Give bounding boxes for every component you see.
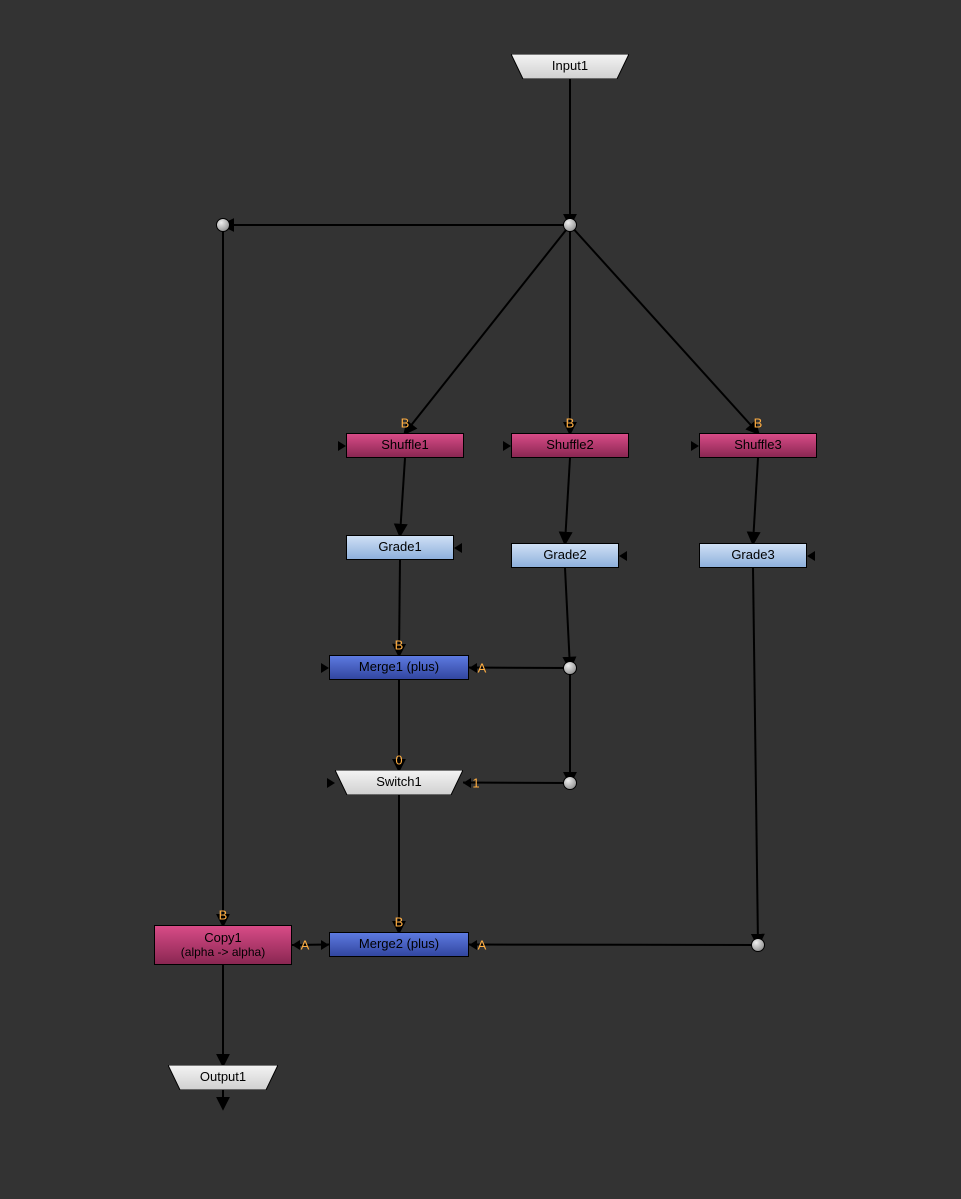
node-label: Grade2 [543,548,586,563]
edge [753,458,758,543]
node-grade1[interactable]: Grade1 [346,535,454,560]
node-shuffle1[interactable]: Shuffle1 [346,433,464,458]
node-output1[interactable]: Output1 [168,1065,278,1090]
port-indicator-icon [807,551,815,561]
junction-dot[interactable] [563,218,577,232]
port-indicator-icon [469,940,477,950]
node-label: Copy1 [204,931,242,946]
node-copy1[interactable]: Copy1(alpha -> alpha) [154,925,292,965]
node-label: Input1 [552,59,588,74]
node-sublabel: (alpha -> alpha) [181,946,265,960]
port-indicator-icon [503,441,511,451]
edge [405,225,570,433]
edge-layer [0,0,961,1199]
node-label: Switch1 [376,775,422,790]
edge [565,458,570,543]
junction-dot[interactable] [751,938,765,952]
junction-dot[interactable] [563,776,577,790]
junction-dot[interactable] [216,218,230,232]
edge [565,568,570,668]
node-label: Grade1 [378,540,421,555]
port-indicator-icon [619,551,627,561]
port-indicator-icon [463,778,471,788]
node-label: Merge1 (plus) [359,660,439,675]
node-shuffle3[interactable]: Shuffle3 [699,433,817,458]
port-label-right: 1 [472,775,479,790]
node-shuffle2[interactable]: Shuffle2 [511,433,629,458]
port-label-top: B [566,416,575,431]
port-label-top: 0 [395,753,402,768]
node-merge1[interactable]: Merge1 (plus) [329,655,469,680]
port-indicator-icon [292,940,300,950]
port-label-top: B [395,638,404,653]
port-indicator-icon [338,441,346,451]
node-switch1[interactable]: Switch1 [335,770,463,795]
port-label-top: B [219,908,228,923]
port-indicator-icon [321,940,329,950]
edge [753,568,758,945]
edge [400,458,405,535]
port-label-top: B [401,416,410,431]
node-merge2[interactable]: Merge2 (plus) [329,932,469,957]
node-label: Shuffle2 [546,438,593,453]
port-label-right: A [478,937,487,952]
port-label-right: A [478,660,487,675]
port-indicator-icon [454,543,462,553]
port-indicator-icon [469,663,477,673]
port-indicator-icon [691,441,699,451]
node-input1[interactable]: Input1 [511,54,629,79]
junction-dot[interactable] [563,661,577,675]
port-indicator-icon [327,778,335,788]
node-label: Grade3 [731,548,774,563]
port-label-top: B [754,416,763,431]
edge [570,225,758,433]
node-label: Shuffle3 [734,438,781,453]
port-label-right: A [301,938,310,953]
node-grade2[interactable]: Grade2 [511,543,619,568]
edge [469,945,758,946]
node-grade3[interactable]: Grade3 [699,543,807,568]
port-label-top: B [395,915,404,930]
node-label: Merge2 (plus) [359,937,439,952]
node-label: Output1 [200,1070,246,1085]
port-indicator-icon [321,663,329,673]
node-label: Shuffle1 [381,438,428,453]
